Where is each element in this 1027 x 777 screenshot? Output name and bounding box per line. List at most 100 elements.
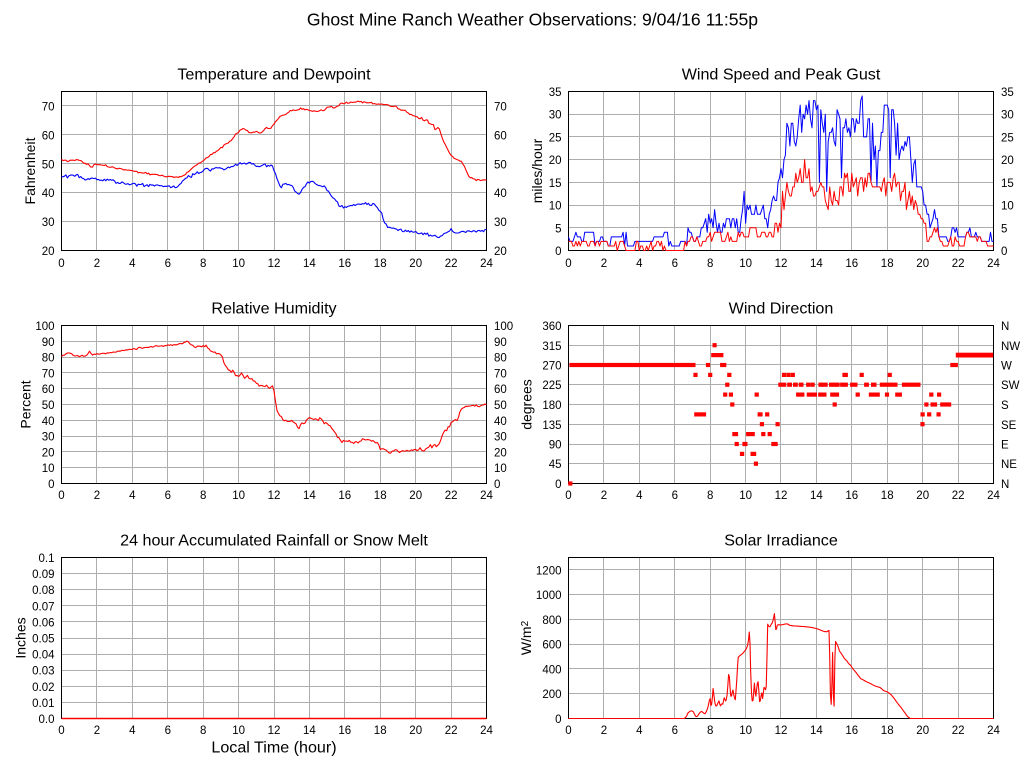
svg-text:360: 360 (542, 321, 561, 333)
svg-text:80: 80 (494, 353, 507, 365)
svg-text:100: 100 (494, 321, 513, 333)
svg-text:16: 16 (845, 258, 858, 270)
svg-text:0.01: 0.01 (32, 698, 54, 710)
svg-text:N: N (1001, 321, 1009, 333)
svg-text:50: 50 (494, 159, 507, 171)
svg-text:12: 12 (775, 725, 788, 737)
svg-text:270: 270 (542, 361, 561, 373)
svg-text:90: 90 (549, 440, 562, 452)
svg-text:4: 4 (129, 258, 136, 270)
svg-text:6: 6 (672, 725, 678, 737)
svg-text:6: 6 (165, 490, 171, 502)
svg-text:12: 12 (268, 725, 281, 737)
svg-text:22: 22 (952, 258, 965, 270)
svg-text:10: 10 (1001, 201, 1014, 213)
svg-text:0: 0 (555, 479, 561, 491)
svg-text:30: 30 (42, 432, 55, 444)
svg-text:35: 35 (1001, 87, 1014, 99)
svg-text:24: 24 (480, 490, 493, 502)
svg-text:6: 6 (672, 258, 678, 270)
svg-text:20: 20 (409, 725, 422, 737)
svg-text:15: 15 (549, 178, 562, 190)
svg-text:0: 0 (565, 258, 571, 270)
svg-text:2: 2 (94, 725, 100, 737)
svg-text:30: 30 (1001, 110, 1014, 122)
svg-text:1000: 1000 (536, 590, 562, 602)
svg-text:18: 18 (881, 258, 894, 270)
svg-text:Wind Speed and Peak Gust: Wind Speed and Peak Gust (682, 66, 881, 84)
svg-text:0: 0 (48, 479, 54, 491)
svg-text:Ghost Mine Ranch Weather Obser: Ghost Mine Ranch Weather Observations: 9… (307, 9, 758, 29)
svg-text:6: 6 (672, 490, 678, 502)
svg-text:20: 20 (409, 490, 422, 502)
svg-text:20: 20 (42, 447, 55, 459)
svg-text:40: 40 (494, 416, 507, 428)
svg-text:22: 22 (445, 725, 458, 737)
svg-text:25: 25 (1001, 132, 1014, 144)
svg-text:80: 80 (42, 353, 55, 365)
svg-text:miles/hour: miles/hour (529, 138, 545, 203)
svg-text:NE: NE (1001, 459, 1017, 471)
svg-text:70: 70 (494, 368, 507, 380)
svg-text:10: 10 (739, 258, 752, 270)
svg-text:24: 24 (987, 490, 1000, 502)
svg-text:14: 14 (303, 490, 316, 502)
svg-text:135: 135 (542, 420, 561, 432)
svg-text:50: 50 (42, 400, 55, 412)
svg-text:2: 2 (601, 490, 607, 502)
svg-text:24: 24 (987, 725, 1000, 737)
svg-text:40: 40 (494, 188, 507, 200)
svg-text:Percent: Percent (17, 380, 33, 428)
svg-text:10: 10 (739, 725, 752, 737)
svg-text:10: 10 (494, 463, 507, 475)
svg-text:4: 4 (636, 725, 643, 737)
svg-text:90: 90 (42, 337, 55, 349)
svg-text:8: 8 (707, 725, 713, 737)
svg-text:degrees: degrees (519, 379, 535, 430)
svg-text:4: 4 (129, 490, 136, 502)
svg-text:600: 600 (542, 640, 561, 652)
svg-text:Local Time (hour): Local Time (hour) (211, 739, 336, 757)
svg-text:24: 24 (987, 258, 1000, 270)
svg-text:4: 4 (636, 490, 643, 502)
svg-text:22: 22 (445, 490, 458, 502)
svg-text:70: 70 (42, 102, 55, 114)
svg-text:400: 400 (542, 665, 561, 677)
svg-text:0.08: 0.08 (32, 585, 54, 597)
svg-text:100: 100 (35, 321, 54, 333)
svg-text:90: 90 (494, 337, 507, 349)
svg-text:Relative Humidity: Relative Humidity (211, 300, 337, 318)
svg-text:8: 8 (707, 258, 713, 270)
svg-text:200: 200 (542, 689, 561, 701)
svg-text:8: 8 (707, 490, 713, 502)
svg-text:10: 10 (42, 463, 55, 475)
svg-text:30: 30 (494, 432, 507, 444)
svg-text:0: 0 (1001, 246, 1007, 258)
svg-text:E: E (1001, 440, 1009, 452)
svg-text:6: 6 (165, 725, 171, 737)
svg-text:30: 30 (42, 217, 55, 229)
svg-text:SW: SW (1001, 380, 1020, 392)
svg-text:12: 12 (268, 258, 281, 270)
svg-text:50: 50 (494, 400, 507, 412)
svg-text:20: 20 (42, 246, 55, 258)
svg-text:W: W (1001, 361, 1012, 373)
svg-text:10: 10 (739, 490, 752, 502)
svg-text:25: 25 (549, 132, 562, 144)
svg-text:0: 0 (555, 714, 561, 726)
svg-text:2: 2 (94, 258, 100, 270)
svg-text:24 hour Accumulated Rainfall o: 24 hour Accumulated Rainfall or Snow Mel… (120, 532, 428, 550)
svg-text:0: 0 (58, 725, 64, 737)
svg-text:Wind Direction: Wind Direction (729, 300, 834, 318)
svg-text:8: 8 (200, 725, 206, 737)
svg-text:14: 14 (303, 258, 316, 270)
svg-text:N: N (1001, 479, 1009, 491)
svg-text:60: 60 (42, 384, 55, 396)
svg-text:NW: NW (1001, 341, 1020, 353)
svg-text:0.02: 0.02 (32, 682, 54, 694)
svg-text:30: 30 (549, 110, 562, 122)
svg-text:8: 8 (200, 490, 206, 502)
svg-text:0.05: 0.05 (32, 634, 54, 646)
svg-text:14: 14 (810, 725, 823, 737)
svg-text:800: 800 (542, 615, 561, 627)
